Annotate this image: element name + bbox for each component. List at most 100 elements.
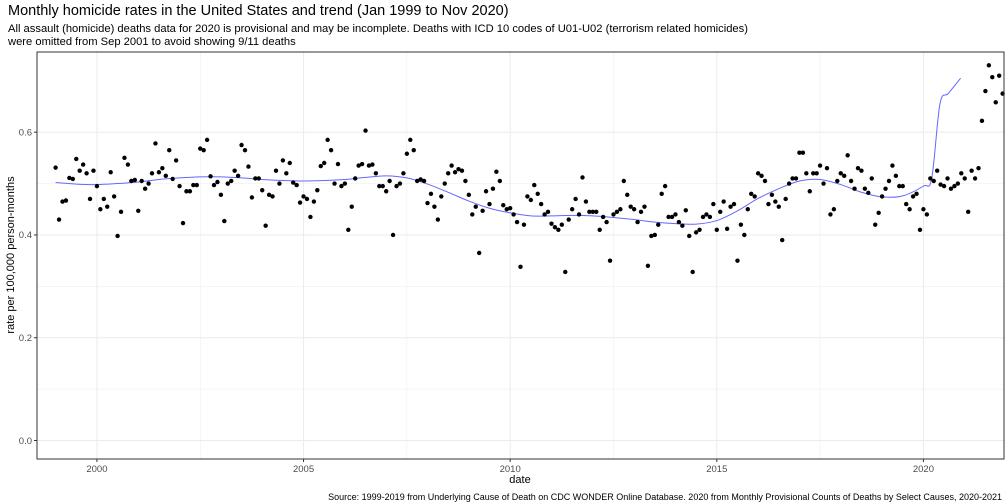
data-point — [563, 269, 568, 275]
data-point — [959, 171, 964, 176]
data-point — [993, 100, 998, 105]
source-caption: Source: 1999-2019 from Underlying Cause … — [328, 492, 1002, 502]
data-point — [783, 196, 788, 202]
data-point — [904, 201, 909, 207]
data-point — [87, 196, 93, 202]
data-point — [456, 166, 461, 172]
data-point — [941, 183, 947, 189]
data-point — [793, 176, 799, 181]
data-point — [704, 212, 709, 217]
data-point — [917, 227, 923, 233]
data-point — [390, 232, 396, 238]
data-point — [370, 162, 375, 167]
data-point — [642, 204, 647, 209]
data-point — [538, 201, 544, 207]
data-point — [466, 192, 472, 198]
data-point — [652, 232, 658, 238]
data-point — [528, 197, 534, 203]
data-point — [893, 173, 899, 179]
data-point — [790, 176, 795, 181]
data-point — [749, 191, 754, 197]
data-point — [452, 170, 458, 175]
subtitle-line-2: were omitted from Sep 2001 to avoid show… — [8, 35, 296, 48]
data-point — [414, 178, 420, 184]
data-point — [931, 178, 936, 184]
data-point — [676, 219, 682, 225]
data-point — [280, 158, 286, 163]
data-point — [304, 196, 310, 202]
data-point — [690, 269, 695, 275]
data-point — [621, 178, 627, 184]
data-point — [449, 163, 454, 168]
data-point — [153, 141, 158, 146]
data-point — [349, 204, 354, 209]
data-point — [518, 264, 523, 270]
trend-layer — [55, 77, 961, 225]
data-point — [246, 164, 251, 169]
data-point — [387, 178, 392, 184]
data-point — [600, 214, 606, 220]
data-point — [263, 223, 268, 228]
data-point — [184, 189, 189, 194]
data-point — [339, 183, 344, 189]
data-point — [163, 173, 168, 179]
data-point — [542, 212, 547, 217]
data-point — [662, 183, 668, 189]
x-tick-label: 2010 — [500, 464, 521, 475]
data-point — [886, 178, 892, 184]
data-point — [291, 180, 296, 185]
data-point — [673, 212, 678, 217]
data-point — [63, 198, 69, 203]
data-point — [84, 171, 89, 176]
data-point — [873, 222, 878, 227]
data-point — [180, 220, 186, 226]
y-tick-label: 0.6 — [19, 127, 32, 138]
plot-border — [36, 51, 1005, 460]
data-point — [969, 168, 974, 173]
data-point — [890, 163, 895, 168]
x-tick-label: 2015 — [706, 464, 727, 475]
data-point — [411, 147, 416, 153]
data-point — [552, 225, 558, 230]
data-point — [597, 227, 602, 233]
data-point — [755, 171, 761, 176]
data-point — [965, 209, 971, 215]
data-point — [125, 162, 131, 167]
data-point — [211, 182, 217, 188]
data-point — [122, 155, 127, 161]
data-point — [580, 175, 585, 180]
data-point — [480, 208, 485, 213]
data-point — [962, 176, 967, 181]
data-point — [934, 168, 940, 173]
data-point — [879, 194, 885, 199]
data-point — [693, 230, 699, 235]
data-point — [459, 168, 465, 173]
data-point — [549, 221, 554, 226]
data-point — [745, 207, 750, 212]
data-point — [315, 188, 320, 193]
data-point — [625, 192, 630, 198]
data-point — [728, 204, 733, 209]
data-point — [222, 218, 227, 224]
data-point — [428, 191, 434, 197]
data-point — [287, 160, 292, 166]
data-point — [683, 208, 688, 213]
data-point — [948, 186, 954, 191]
data-point — [535, 191, 540, 197]
data-point — [504, 207, 509, 212]
data-point — [177, 183, 182, 189]
x-tick-label: 2020 — [913, 464, 934, 475]
data-point — [132, 177, 137, 183]
data-point — [607, 258, 613, 263]
data-point — [435, 217, 441, 222]
data-point — [277, 181, 282, 186]
data-point — [738, 222, 744, 227]
data-point — [707, 214, 713, 220]
data-point — [70, 176, 76, 182]
data-point — [463, 178, 468, 184]
data-point — [800, 150, 806, 155]
y-axis-title: rate per 100,000 person-months — [5, 176, 17, 334]
data-point — [786, 181, 792, 186]
data-point — [835, 178, 840, 184]
data-point — [442, 181, 447, 186]
